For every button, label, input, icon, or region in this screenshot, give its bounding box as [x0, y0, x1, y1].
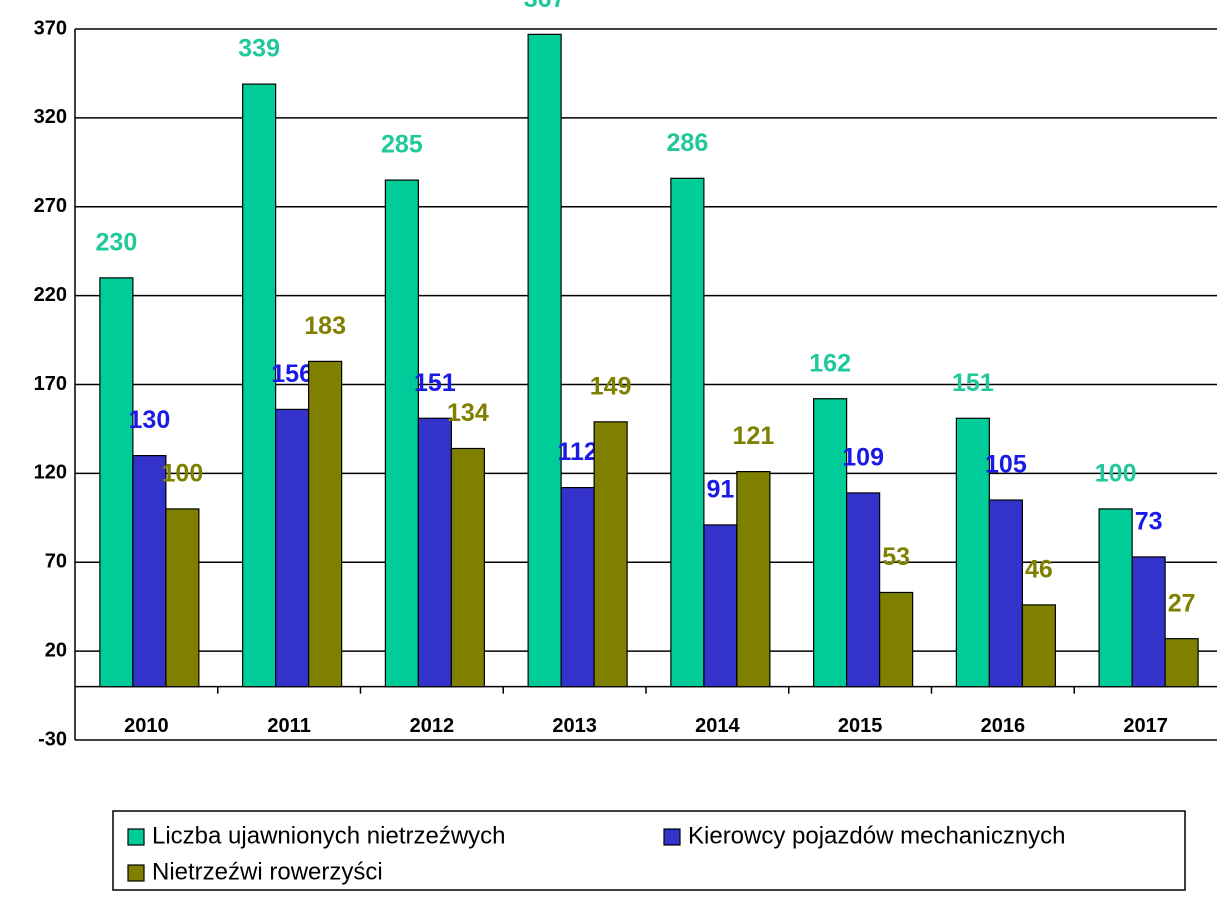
x-tick-label: 2010: [124, 715, 169, 737]
legend-box: [112, 810, 1186, 891]
y-tick-label: 70: [45, 551, 67, 573]
y-tick-label: 320: [34, 106, 67, 128]
bar: [1098, 508, 1133, 688]
bar: [988, 499, 1023, 688]
x-tick-label: 2014: [695, 715, 740, 737]
bar: [242, 83, 277, 688]
bar: [703, 524, 738, 688]
bar: [846, 492, 881, 688]
value-label: 112: [557, 438, 597, 466]
x-tick-label: 2011: [267, 715, 310, 737]
value-label: 151: [414, 369, 456, 397]
x-tick-label: 2016: [981, 715, 1026, 737]
y-tick-label: 270: [34, 195, 67, 217]
bar: [736, 470, 771, 688]
x-tick-label: 2015: [838, 715, 883, 737]
value-label: 121: [733, 422, 775, 450]
bar: [308, 360, 343, 688]
legend-label: Kierowcy pojazdów mechanicznych: [688, 822, 1066, 849]
legend-label: Liczba ujawnionych nietrzeźwych: [152, 822, 506, 849]
value-label: 151: [952, 369, 994, 397]
bar: [527, 33, 562, 688]
bar: [275, 408, 310, 688]
legend-label: Nietrzeźwi rowerzyści: [152, 858, 383, 885]
x-tick-label: 2013: [552, 715, 597, 737]
value-label: 130: [129, 406, 171, 434]
bar: [417, 417, 452, 688]
value-label: 162: [809, 349, 851, 377]
bar: [1131, 556, 1166, 688]
legend-swatch: [663, 828, 681, 846]
bar: [670, 177, 705, 688]
bar: [1164, 638, 1199, 688]
y-tick-label: 120: [34, 462, 67, 484]
bar: [99, 277, 134, 688]
bar: [879, 591, 914, 688]
bar: [813, 398, 848, 688]
bar: [132, 455, 167, 688]
value-label: 134: [447, 399, 489, 427]
value-label: 230: [96, 228, 138, 256]
value-label: 109: [842, 444, 884, 472]
y-tick-label: 170: [34, 373, 67, 395]
value-label: 100: [162, 460, 204, 488]
legend-swatch: [127, 828, 145, 846]
value-label: 339: [238, 35, 280, 63]
value-label: 105: [985, 451, 1027, 479]
y-tick-label: 220: [34, 284, 67, 306]
y-tick-label: 20: [45, 639, 67, 661]
value-label: 73: [1135, 508, 1163, 536]
value-label: 156: [271, 360, 313, 388]
value-label: 53: [882, 543, 910, 571]
value-label: 27: [1168, 589, 1196, 617]
value-label: 100: [1095, 460, 1137, 488]
value-label: 286: [667, 129, 709, 157]
bar: [593, 421, 628, 688]
y-tick-label: -30: [38, 728, 67, 750]
legend-swatch: [127, 864, 145, 882]
value-label: 91: [706, 476, 734, 504]
value-label: 149: [590, 372, 632, 400]
x-tick-label: 2017: [1123, 715, 1168, 737]
y-tick-label: 370: [34, 17, 67, 39]
bar: [560, 486, 595, 688]
bar: [384, 179, 419, 688]
value-label: 183: [304, 312, 346, 340]
value-label: 285: [381, 131, 423, 159]
bar: [450, 447, 485, 688]
value-label: 46: [1025, 556, 1053, 584]
bar: [1021, 604, 1056, 688]
bar: [165, 508, 200, 688]
value-label: 367: [524, 0, 566, 13]
x-tick-label: 2012: [410, 715, 455, 737]
